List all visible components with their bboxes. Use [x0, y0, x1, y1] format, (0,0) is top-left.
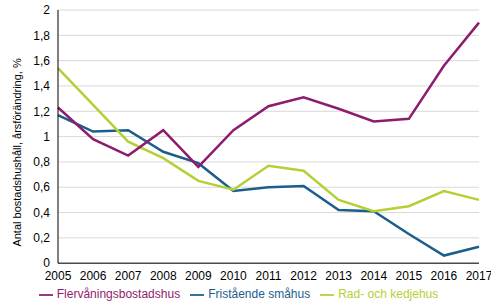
- svg-text:2012: 2012: [290, 269, 317, 283]
- svg-text:2017: 2017: [466, 269, 483, 283]
- svg-text:0,2: 0,2: [33, 231, 50, 245]
- svg-text:1,8: 1,8: [33, 29, 50, 43]
- svg-text:2016: 2016: [431, 269, 458, 283]
- svg-text:1: 1: [43, 130, 50, 144]
- svg-text:0,4: 0,4: [33, 206, 50, 220]
- svg-text:2009: 2009: [185, 269, 212, 283]
- svg-text:2008: 2008: [150, 269, 177, 283]
- svg-text:2011: 2011: [256, 269, 282, 283]
- svg-text:Antal bostadshushåll, årsförän: Antal bostadshushåll, årsförändring, %: [11, 58, 23, 247]
- svg-text:0,8: 0,8: [33, 155, 50, 169]
- svg-text:2005: 2005: [45, 269, 72, 283]
- html-text:Rad- och kedjehus: Rad- och kedjehus: [338, 287, 439, 302]
- svg-text:2015: 2015: [395, 269, 422, 283]
- svg-text:2: 2: [43, 3, 50, 17]
- svg-text:0: 0: [43, 256, 50, 270]
- svg-text:2013: 2013: [325, 269, 352, 283]
- svg-text:1,4: 1,4: [33, 79, 50, 93]
- svg-text:2007: 2007: [115, 269, 142, 283]
- html-text:Flervåningsbostadshus: Flervåningsbostadshus: [56, 287, 181, 302]
- svg-text:1,6: 1,6: [33, 54, 50, 68]
- svg-text:2010: 2010: [220, 269, 247, 283]
- svg-text:2006: 2006: [80, 269, 107, 283]
- svg-text:0,6: 0,6: [33, 180, 50, 194]
- svg-text:2014: 2014: [360, 269, 387, 283]
- svg-text:1,2: 1,2: [33, 105, 50, 119]
- html-text:Fristående småhus: Fristående småhus: [208, 287, 311, 302]
